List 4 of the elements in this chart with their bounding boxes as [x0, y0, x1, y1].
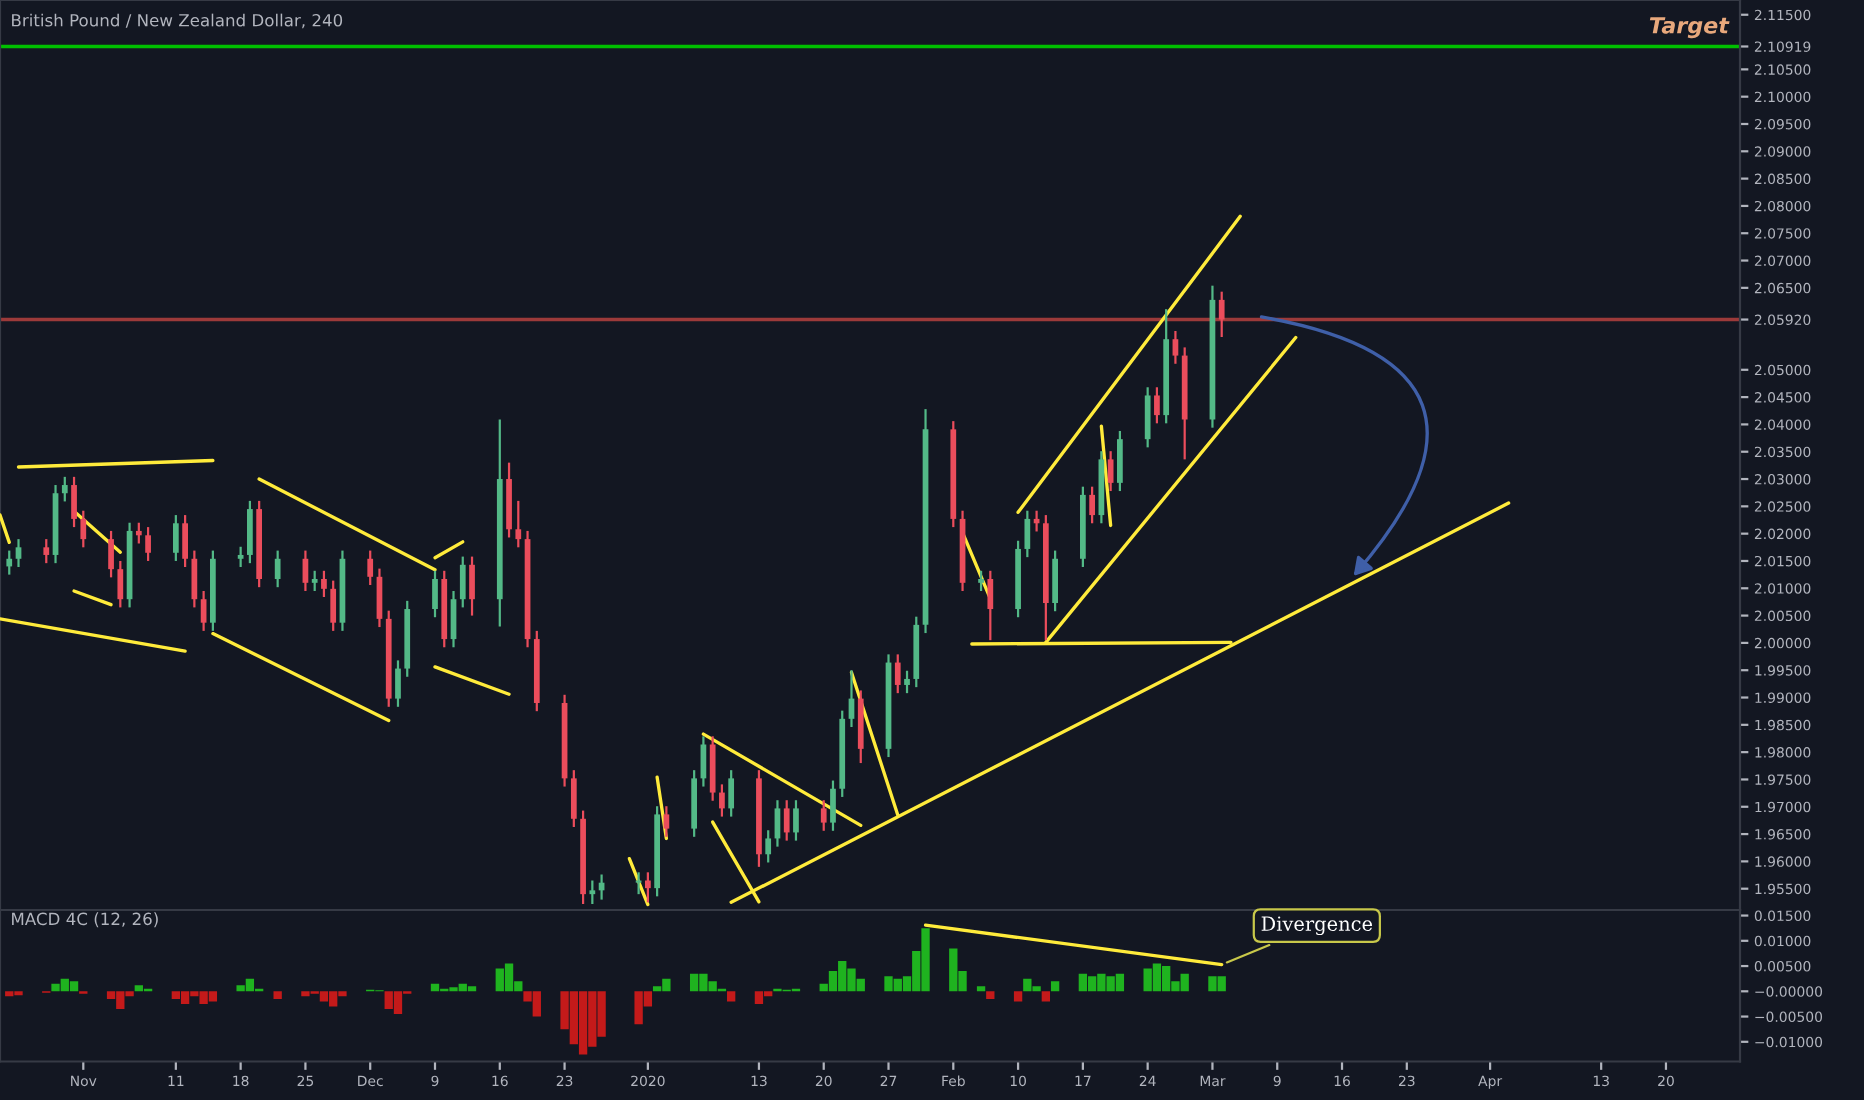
chart-title: MACD 4C (12, 26): [12, 912, 158, 928]
ref-line-label: Target: [1649, 17, 1730, 39]
annotation: Divergence: [1261, 916, 1373, 936]
text: British Pound / New Zealand Dollar, 240: [12, 13, 343, 29]
